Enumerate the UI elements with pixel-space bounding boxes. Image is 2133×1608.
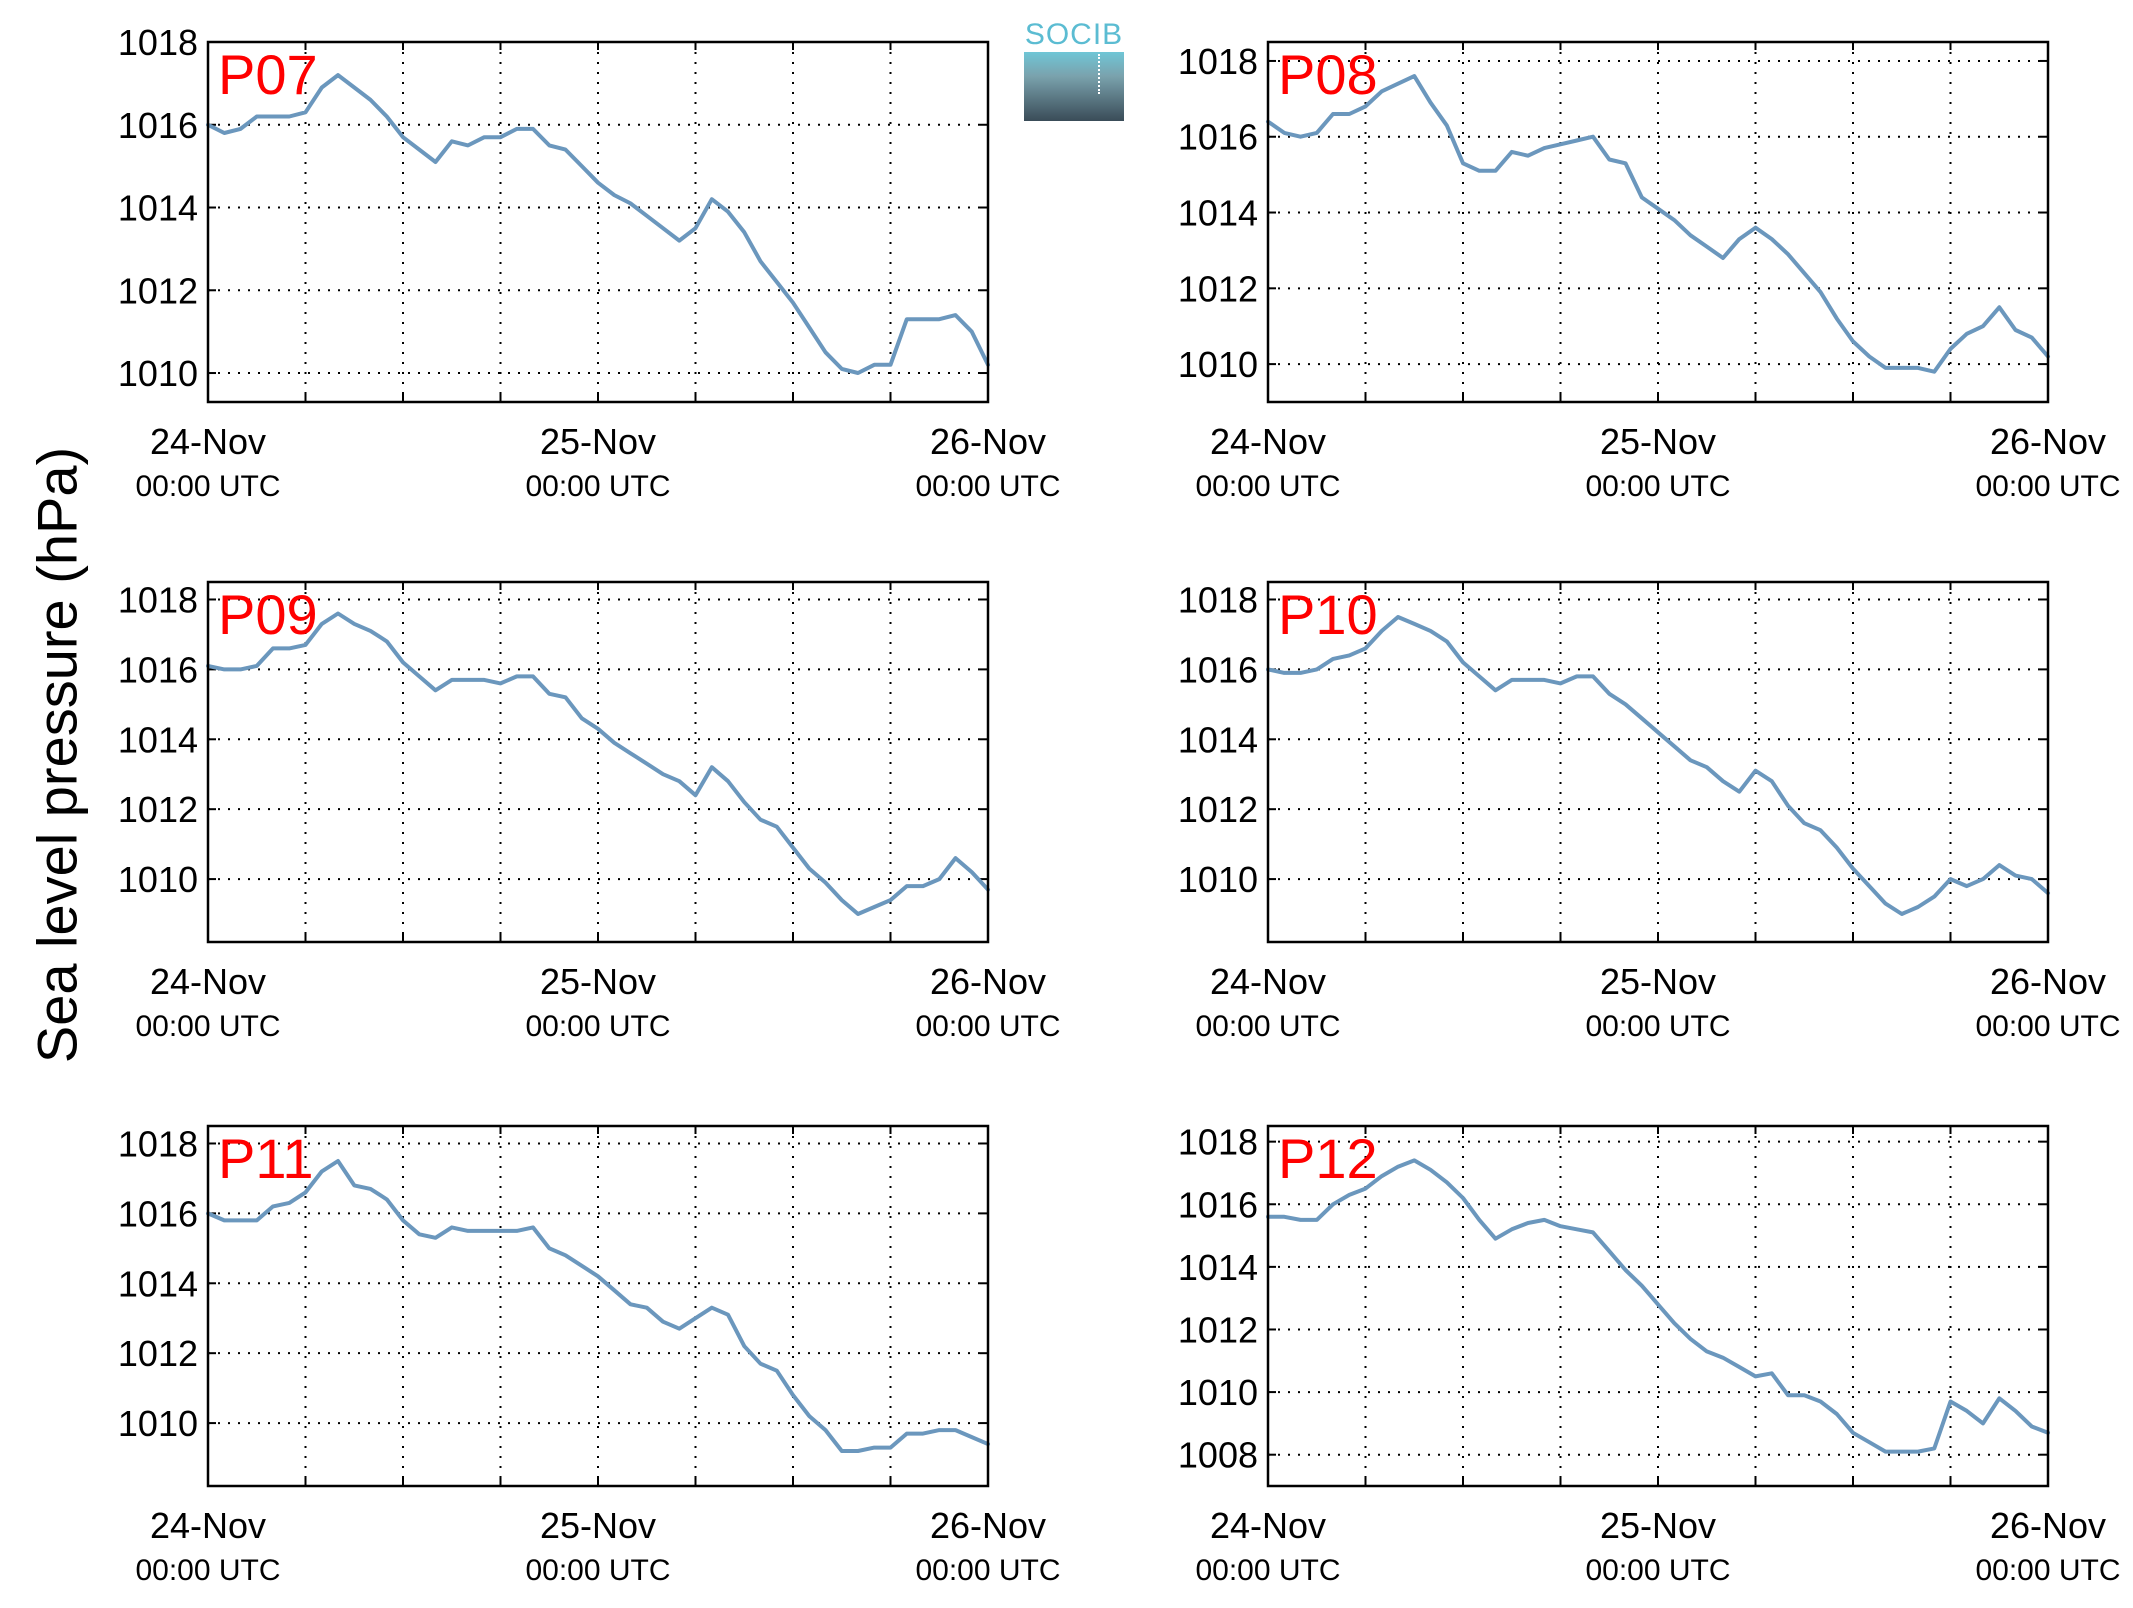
y-tick-label: 1010 xyxy=(118,353,198,394)
x-tick-label-time: 00:00 UTC xyxy=(135,1010,280,1043)
y-tick-label: 1016 xyxy=(1178,117,1258,158)
pressure-series-line xyxy=(206,73,990,375)
pressure-series-line xyxy=(1266,615,2050,916)
x-tick-label-date: 25-Nov xyxy=(540,1505,656,1546)
chart-panel-p07: 1010 1012 1014 1016 1018 P07 24-Nov 00:00 UTC 25… xyxy=(118,22,1061,503)
x-tick-label-date: 26-Nov xyxy=(1990,421,2106,462)
y-tick-label: 1018 xyxy=(1178,1122,1258,1163)
y-tick-label: 1014 xyxy=(1178,1247,1258,1288)
x-tick-label-time: 00:00 UTC xyxy=(1585,1010,1730,1043)
panel-label: P12 xyxy=(1278,1127,1378,1190)
x-tick-label-time: 00:00 UTC xyxy=(1975,1554,2120,1587)
x-tick-label-date: 26-Nov xyxy=(930,961,1046,1002)
x-tick-label-date: 24-Nov xyxy=(1210,961,1326,1002)
x-tick-label-date: 24-Nov xyxy=(1210,1505,1326,1546)
x-tick-label-date: 25-Nov xyxy=(1600,421,1716,462)
x-tick-label-date: 25-Nov xyxy=(1600,961,1716,1002)
logo-text: SOCIB xyxy=(1024,18,1124,51)
y-tick-label: 1012 xyxy=(118,789,198,830)
y-tick-label: 1014 xyxy=(1178,193,1258,234)
y-tick-label: 1014 xyxy=(1178,719,1258,760)
x-tick-label-date: 24-Nov xyxy=(150,961,266,1002)
y-tick-label: 1016 xyxy=(1178,1184,1258,1225)
panel-label: P09 xyxy=(218,583,318,646)
x-tick-label-date: 24-Nov xyxy=(1210,421,1326,462)
x-tick-label-time: 00:00 UTC xyxy=(915,1010,1060,1043)
y-tick-label: 1010 xyxy=(1178,1372,1258,1413)
x-tick-label-time: 00:00 UTC xyxy=(1585,470,1730,503)
x-tick-label-time: 00:00 UTC xyxy=(525,1554,670,1587)
logo-dotted-line xyxy=(1098,54,1100,94)
panel-label: P10 xyxy=(1278,583,1378,646)
x-tick-label-time: 00:00 UTC xyxy=(525,470,670,503)
chart-panel-p12: 1008 1010 1012 1014 1016 1018 P12 24-Nov 00:00 U… xyxy=(1178,1122,2121,1587)
x-tick-label-date: 26-Nov xyxy=(1990,1505,2106,1546)
x-tick-label-time: 00:00 UTC xyxy=(1195,1554,1340,1587)
chart-panel-p10: 1010 1012 1014 1016 1018 P10 24-Nov 00:00 UTC 25… xyxy=(1178,579,2121,1043)
y-tick-label: 1016 xyxy=(118,105,198,146)
y-tick-label: 1008 xyxy=(1178,1435,1258,1476)
panel-label: P11 xyxy=(218,1127,313,1190)
x-tick-label-time: 00:00 UTC xyxy=(915,470,1060,503)
x-tick-label-date: 26-Nov xyxy=(930,421,1046,462)
axes-frame xyxy=(1266,580,2050,944)
chart-panel-p09: 1010 1012 1014 1016 1018 P09 24-Nov 00:00 UTC 25… xyxy=(118,579,1061,1043)
panel-label: P07 xyxy=(218,43,318,106)
axes-frame xyxy=(206,1124,990,1488)
pressure-series-line xyxy=(206,1159,990,1453)
axes-frame xyxy=(1266,1124,2050,1488)
x-tick-label-date: 26-Nov xyxy=(1990,961,2106,1002)
y-tick-label: 1012 xyxy=(1178,789,1258,830)
y-tick-label: 1018 xyxy=(1178,41,1258,82)
x-tick-label-date: 25-Nov xyxy=(540,421,656,462)
y-tick-label: 1016 xyxy=(118,649,198,690)
pressure-series-line xyxy=(1266,74,2050,374)
axes-frame xyxy=(206,40,990,404)
y-tick-label: 1012 xyxy=(1178,268,1258,309)
y-tick-label: 1014 xyxy=(118,188,198,229)
x-tick-label-time: 00:00 UTC xyxy=(525,1010,670,1043)
x-tick-label-time: 00:00 UTC xyxy=(915,1554,1060,1587)
y-tick-label: 1018 xyxy=(118,22,198,63)
x-tick-label-time: 00:00 UTC xyxy=(135,470,280,503)
y-axis-label: Sea level pressure (hPa) xyxy=(25,446,89,1064)
x-tick-label-time: 00:00 UTC xyxy=(1585,1554,1730,1587)
y-tick-label: 1012 xyxy=(1178,1309,1258,1350)
x-tick-label-time: 00:00 UTC xyxy=(1975,1010,2120,1043)
x-tick-label-time: 00:00 UTC xyxy=(1975,470,2120,503)
y-tick-label: 1018 xyxy=(1178,579,1258,620)
y-tick-label: 1010 xyxy=(118,1403,198,1444)
x-tick-label-date: 25-Nov xyxy=(540,961,656,1002)
x-tick-label-date: 24-Nov xyxy=(150,1505,266,1546)
axes-frame xyxy=(1266,40,2050,404)
y-tick-label: 1012 xyxy=(118,270,198,311)
y-tick-label: 1014 xyxy=(118,719,198,760)
x-tick-label-date: 25-Nov xyxy=(1600,1505,1716,1546)
pressure-series-line xyxy=(206,611,990,916)
axes-frame xyxy=(206,580,990,944)
x-tick-label-time: 00:00 UTC xyxy=(1195,470,1340,503)
pressure-series-line xyxy=(1266,1158,2050,1454)
y-tick-label: 1018 xyxy=(118,579,198,620)
y-tick-label: 1014 xyxy=(118,1263,198,1304)
panel-label: P08 xyxy=(1278,43,1378,106)
chart-panel-p08: 1010 1012 1014 1016 1018 P08 24-Nov 00:00 UTC 25… xyxy=(1178,40,2121,503)
socib-logo: SOCIB xyxy=(1024,18,1124,121)
x-tick-label-date: 26-Nov xyxy=(930,1505,1046,1546)
y-tick-label: 1016 xyxy=(118,1193,198,1234)
logo-graphic xyxy=(1024,52,1124,121)
y-tick-label: 1010 xyxy=(1178,344,1258,385)
x-tick-label-time: 00:00 UTC xyxy=(1195,1010,1340,1043)
y-tick-label: 1018 xyxy=(118,1123,198,1164)
y-tick-label: 1016 xyxy=(1178,649,1258,690)
y-tick-label: 1012 xyxy=(118,1333,198,1374)
x-tick-label-date: 24-Nov xyxy=(150,421,266,462)
x-tick-label-time: 00:00 UTC xyxy=(135,1554,280,1587)
y-tick-label: 1010 xyxy=(118,859,198,900)
y-tick-label: 1010 xyxy=(1178,859,1258,900)
chart-panel-p11: 1010 1012 1014 1016 1018 P11 24-Nov 00:00 UTC 25… xyxy=(118,1123,1061,1587)
